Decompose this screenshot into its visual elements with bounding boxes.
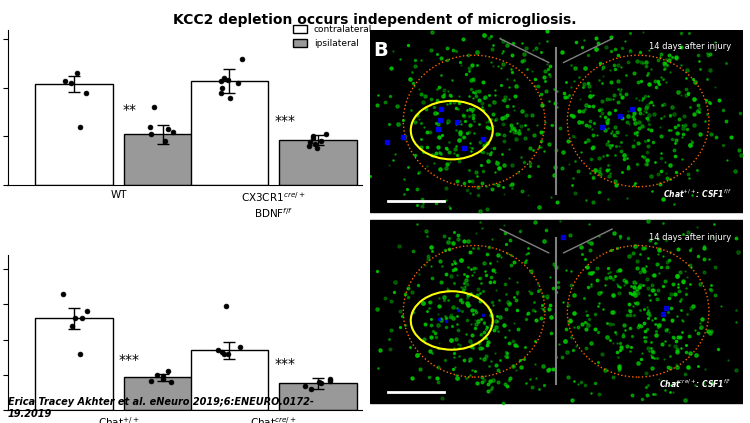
Point xyxy=(324,377,336,384)
Point xyxy=(146,377,158,384)
Point xyxy=(307,133,319,140)
Bar xyxy=(124,377,202,410)
Point xyxy=(160,138,172,145)
Point xyxy=(67,322,79,329)
Point xyxy=(69,315,81,322)
Point xyxy=(304,139,316,146)
Text: ***: *** xyxy=(274,357,296,371)
Text: **: ** xyxy=(122,103,136,117)
Point xyxy=(162,125,174,132)
Point xyxy=(166,128,178,135)
Point xyxy=(320,131,332,138)
Text: 14 days after injury: 14 days after injury xyxy=(649,42,731,52)
Point xyxy=(218,75,230,82)
Point xyxy=(161,368,173,375)
Point xyxy=(145,131,157,138)
Point xyxy=(221,77,233,83)
Point xyxy=(64,80,76,86)
Point xyxy=(232,80,244,86)
Point xyxy=(151,372,163,379)
Point xyxy=(236,55,248,62)
Point xyxy=(74,350,86,357)
Bar xyxy=(370,220,742,403)
Point xyxy=(81,308,93,315)
Text: KCC2 depletion occurs independent of microgliosis.: KCC2 depletion occurs independent of mic… xyxy=(173,13,577,27)
Text: 14 days after injury: 14 days after injury xyxy=(649,233,731,242)
Point xyxy=(216,85,228,91)
Point xyxy=(220,302,232,309)
Point xyxy=(307,135,319,142)
Text: Chat$^{+/+}$: CSF1$^{f/f}$: Chat$^{+/+}$: CSF1$^{f/f}$ xyxy=(663,187,731,200)
Legend: contralateral, ipsilateral: contralateral, ipsilateral xyxy=(290,22,376,52)
Point xyxy=(59,78,71,85)
Point xyxy=(224,94,236,101)
Point xyxy=(305,386,317,393)
Text: Chat$^{cre/+}$: CSF1$^{f/f}$: Chat$^{cre/+}$: CSF1$^{f/f}$ xyxy=(658,377,731,390)
Point xyxy=(74,124,86,130)
Point xyxy=(157,373,169,380)
Bar xyxy=(279,384,357,410)
Point xyxy=(70,70,82,77)
Point xyxy=(315,138,327,145)
Point xyxy=(57,290,69,297)
Point xyxy=(76,315,88,322)
Point xyxy=(215,89,227,96)
Point xyxy=(217,350,229,357)
Point xyxy=(234,343,246,350)
Point xyxy=(80,89,92,96)
Point xyxy=(302,143,314,150)
Bar xyxy=(279,140,357,185)
Point xyxy=(211,347,223,354)
Bar xyxy=(35,84,113,185)
Point xyxy=(323,375,335,382)
Bar xyxy=(124,135,202,185)
Bar xyxy=(35,319,113,410)
Point xyxy=(216,349,228,356)
Bar xyxy=(370,30,742,212)
Point xyxy=(222,350,234,357)
Point xyxy=(148,104,160,111)
Point xyxy=(311,145,323,151)
Bar xyxy=(190,350,268,410)
Point xyxy=(314,379,326,385)
Text: ***: *** xyxy=(274,114,296,128)
Bar xyxy=(190,81,268,185)
Point xyxy=(165,379,177,385)
Point xyxy=(315,380,327,387)
Point xyxy=(144,124,156,130)
Point xyxy=(299,382,311,389)
Text: B: B xyxy=(374,41,388,60)
Point xyxy=(308,141,320,148)
Point xyxy=(157,375,169,382)
Text: Erica Tracey Akhter et al. eNeuro 2019;6:ENEURO.0172-
19.2019: Erica Tracey Akhter et al. eNeuro 2019;6… xyxy=(8,397,314,419)
Point xyxy=(215,78,227,85)
Text: ***: *** xyxy=(119,352,140,366)
